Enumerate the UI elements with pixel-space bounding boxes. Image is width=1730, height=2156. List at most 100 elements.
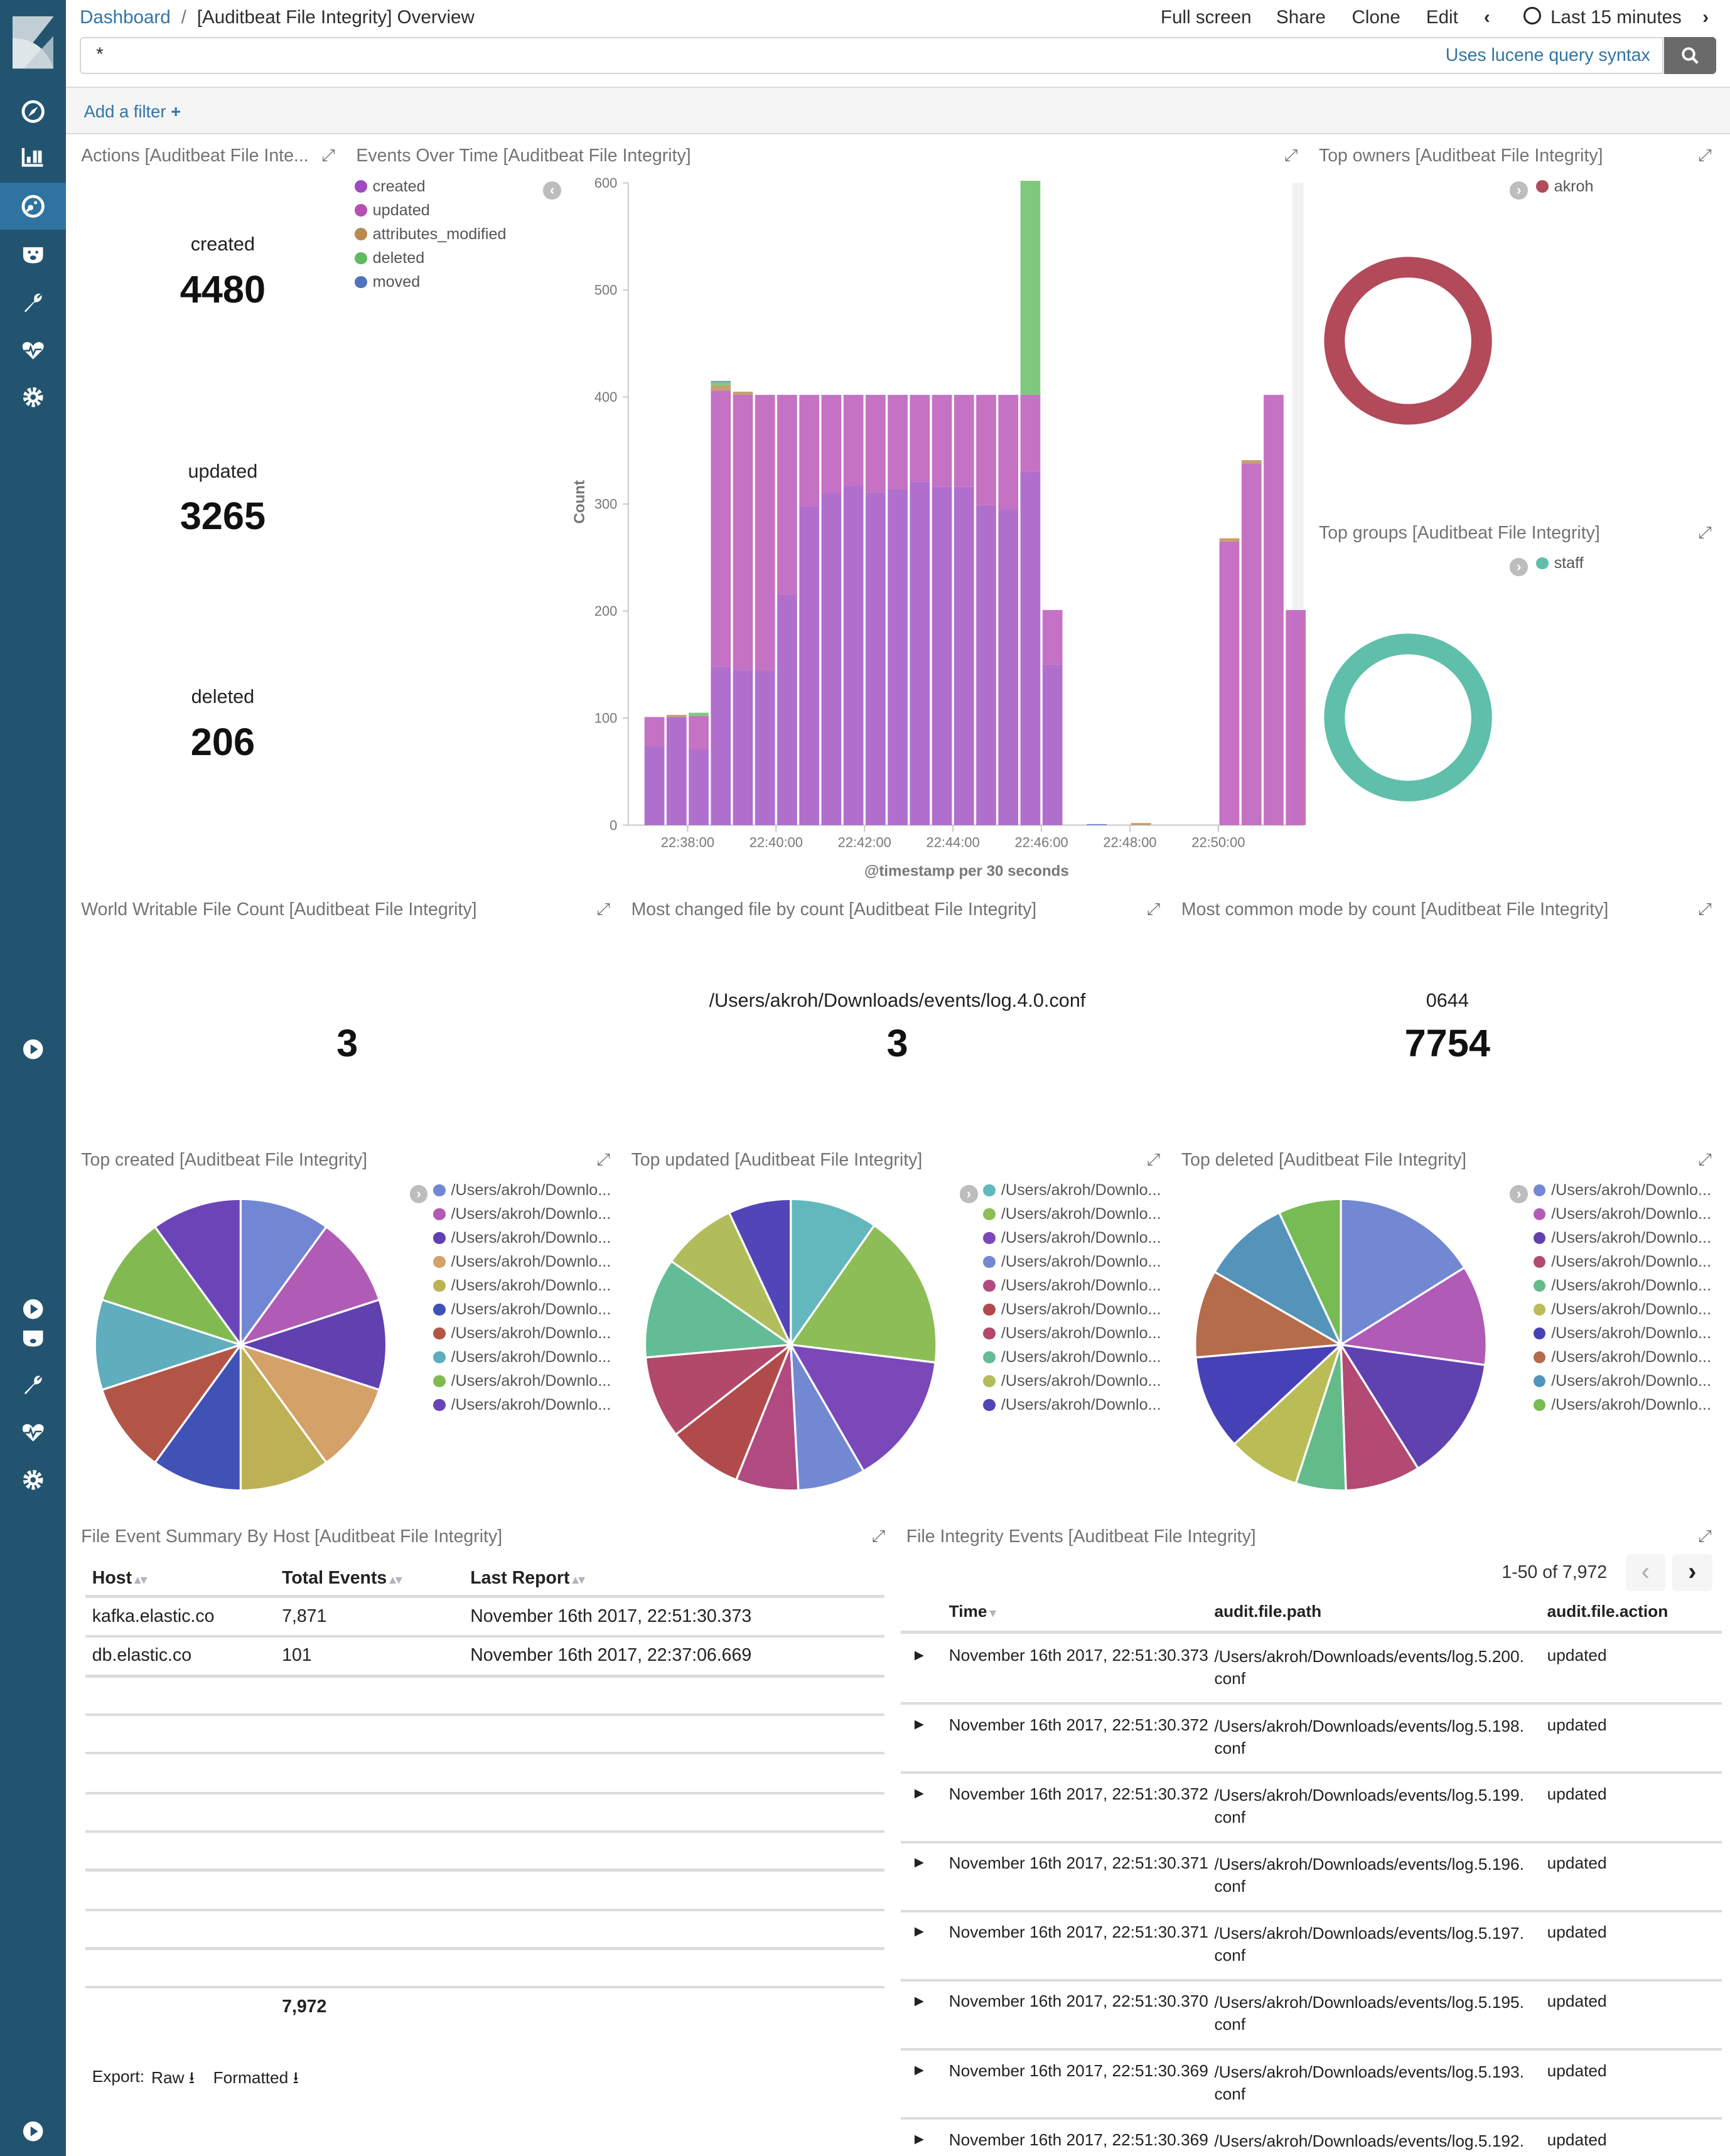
event-row[interactable]: ▶ November 16th 2017, 22:51:30.369 /User… xyxy=(900,2049,1722,2120)
pie-slice[interactable] xyxy=(1194,1270,1345,1359)
search-button[interactable] xyxy=(1663,37,1717,75)
expand-panel-icon[interactable]: ⤢ xyxy=(1698,899,1712,918)
bar-segment-created[interactable] xyxy=(844,485,864,825)
legend-item-file[interactable]: /Users/akroh/Downlo... xyxy=(983,1229,1161,1247)
legend-item-file[interactable]: /Users/akroh/Downlo... xyxy=(983,1396,1161,1414)
expand-panel-icon[interactable]: ⤢ xyxy=(1698,522,1712,542)
legend-item-deleted[interactable]: deleted xyxy=(355,249,424,267)
expand-row-icon[interactable]: ▶ xyxy=(914,2132,925,2146)
dashboard-icon[interactable] xyxy=(0,183,67,230)
pie-slice[interactable] xyxy=(153,1341,242,1492)
share-button[interactable]: Share xyxy=(1276,6,1326,28)
expand-row-icon[interactable]: ▶ xyxy=(914,1786,925,1800)
expand-row-icon[interactable]: ▶ xyxy=(914,1993,925,2008)
bar-segment-created[interactable] xyxy=(1020,471,1041,825)
chevron-left-icon[interactable]: ‹ xyxy=(1483,6,1490,28)
time-picker-button[interactable]: Last 15 minutes xyxy=(1523,7,1682,28)
pie-slice[interactable] xyxy=(237,1298,388,1392)
bar-segment-attributes_modified[interactable] xyxy=(711,385,731,391)
collapse-play-icon[interactable] xyxy=(0,1026,66,1072)
bar-segment-created[interactable] xyxy=(888,489,908,825)
bar-segment-updated[interactable] xyxy=(1286,609,1306,825)
bar-segment-attributes_modified[interactable] xyxy=(1242,460,1262,464)
pie-slice[interactable] xyxy=(1338,1266,1488,1366)
full-screen-button[interactable]: Full screen xyxy=(1161,6,1252,28)
column-header-action[interactable]: audit.file.action xyxy=(1547,1602,1668,1621)
pie-slice[interactable] xyxy=(238,1343,381,1464)
pie-slice[interactable] xyxy=(674,1341,793,1482)
bar-segment-updated[interactable] xyxy=(844,394,864,486)
bar-segment-updated[interactable] xyxy=(976,394,997,505)
legend-item-file[interactable]: /Users/akroh/Downlo... xyxy=(433,1348,611,1366)
event-row[interactable]: ▶ November 16th 2017, 22:51:30.371 /User… xyxy=(900,1910,1722,1982)
pie-slice[interactable] xyxy=(728,1198,792,1346)
host-cell[interactable]: kafka.elastic.co xyxy=(92,1606,215,1626)
legend-item-akroh[interactable]: akroh xyxy=(1536,178,1594,196)
expand-panel-icon[interactable]: ⤢ xyxy=(1147,1149,1161,1169)
host-cell[interactable]: db.elastic.co xyxy=(92,1645,192,1666)
expand-row-icon[interactable]: ▶ xyxy=(914,1648,925,1662)
pie-slice[interactable] xyxy=(788,1224,938,1364)
bar-segment-created[interactable] xyxy=(733,670,753,825)
expand-row-icon[interactable]: ▶ xyxy=(914,2062,925,2077)
legend-item-moved[interactable]: moved xyxy=(355,273,420,291)
bar-segment-updated[interactable] xyxy=(1043,609,1063,665)
expand-panel-icon[interactable]: ⤢ xyxy=(596,1149,610,1169)
bar-segment-updated[interactable] xyxy=(1020,394,1041,472)
legend-item-file[interactable]: /Users/akroh/Downlo... xyxy=(1533,1229,1711,1247)
legend-item-file[interactable]: /Users/akroh/Downlo... xyxy=(433,1253,611,1271)
pie-slice[interactable] xyxy=(670,1211,793,1348)
pie-slice[interactable] xyxy=(239,1341,328,1492)
column-header-last-report[interactable]: Last Report ▴▾ xyxy=(470,1568,584,1589)
lucene-syntax-link[interactable]: Uses lucene query syntax xyxy=(1445,45,1650,66)
pie-slice[interactable] xyxy=(238,1225,381,1347)
heartbeat-icon[interactable] xyxy=(0,327,66,373)
pie-slice[interactable] xyxy=(790,1198,876,1348)
legend-item-file[interactable]: /Users/akroh/Downlo... xyxy=(433,1396,611,1414)
bar-segment-updated[interactable] xyxy=(689,716,709,749)
bar-segment-created[interactable] xyxy=(645,746,665,825)
column-header-total-events[interactable]: Total Events ▴▾ xyxy=(282,1568,402,1589)
bar-segment-updated[interactable] xyxy=(777,394,798,595)
legend-item-file[interactable]: /Users/akroh/Downlo... xyxy=(983,1277,1161,1295)
bar-segment-updated[interactable] xyxy=(1242,463,1262,825)
export-raw-link[interactable]: Raw ⭳ xyxy=(151,2066,195,2094)
bar-segment-created[interactable] xyxy=(932,486,952,825)
expand-row-icon[interactable]: ▶ xyxy=(914,1855,925,1870)
bar-segment-created[interactable] xyxy=(777,594,798,825)
column-header-time[interactable]: Time ▾ xyxy=(949,1602,996,1621)
timelion-bear-icon[interactable] xyxy=(0,231,66,277)
expand-panel-icon[interactable]: ⤢ xyxy=(321,146,335,165)
bar-segment-updated[interactable] xyxy=(1264,394,1284,825)
expand-panel-icon[interactable]: ⤢ xyxy=(1147,899,1161,918)
legend-item-staff[interactable]: staff xyxy=(1536,554,1584,572)
bar-segment-created[interactable] xyxy=(755,670,775,825)
donut-slice-akroh[interactable] xyxy=(1324,257,1493,425)
column-header-host[interactable]: Host ▴▾ xyxy=(92,1568,147,1589)
legend-toggle-icon[interactable]: › xyxy=(960,1185,978,1203)
wrench-icon[interactable] xyxy=(0,1361,66,1408)
legend-item-file[interactable]: /Users/akroh/Downlo... xyxy=(1533,1396,1711,1414)
legend-item-file[interactable]: /Users/akroh/Downlo... xyxy=(1533,1301,1711,1319)
bar-segment-updated[interactable] xyxy=(645,717,665,746)
bar-segment-deleted[interactable] xyxy=(689,712,709,716)
gear-icon[interactable] xyxy=(0,374,66,421)
compass-icon[interactable] xyxy=(0,88,66,134)
pie-slice[interactable] xyxy=(239,1198,328,1348)
legend-item-file[interactable]: /Users/akroh/Downlo... xyxy=(1533,1205,1711,1223)
bar-segment-attributes_modified[interactable] xyxy=(1219,538,1240,542)
legend-item-file[interactable]: /Users/akroh/Downlo... xyxy=(983,1181,1161,1199)
expand-panel-icon[interactable]: ⤢ xyxy=(1698,1526,1712,1545)
heartbeat-icon[interactable] xyxy=(0,1410,66,1456)
query-input[interactable]: * Uses lucene query syntax xyxy=(80,37,1664,74)
legend-item-file[interactable]: /Users/akroh/Downlo... xyxy=(983,1253,1161,1271)
legend-item-file[interactable]: /Users/akroh/Downlo... xyxy=(433,1205,611,1223)
export-formatted-link[interactable]: Formatted ⭳ xyxy=(213,2066,299,2094)
pie-slice[interactable] xyxy=(100,1225,244,1347)
bar-segment-updated[interactable] xyxy=(910,394,930,482)
pie-slice[interactable] xyxy=(1213,1211,1343,1348)
edit-button[interactable]: Edit xyxy=(1426,6,1458,28)
bar-segment-updated[interactable] xyxy=(733,394,753,670)
legend-item-file[interactable]: /Users/akroh/Downlo... xyxy=(1533,1253,1711,1271)
legend-toggle-icon[interactable]: › xyxy=(1510,558,1528,576)
